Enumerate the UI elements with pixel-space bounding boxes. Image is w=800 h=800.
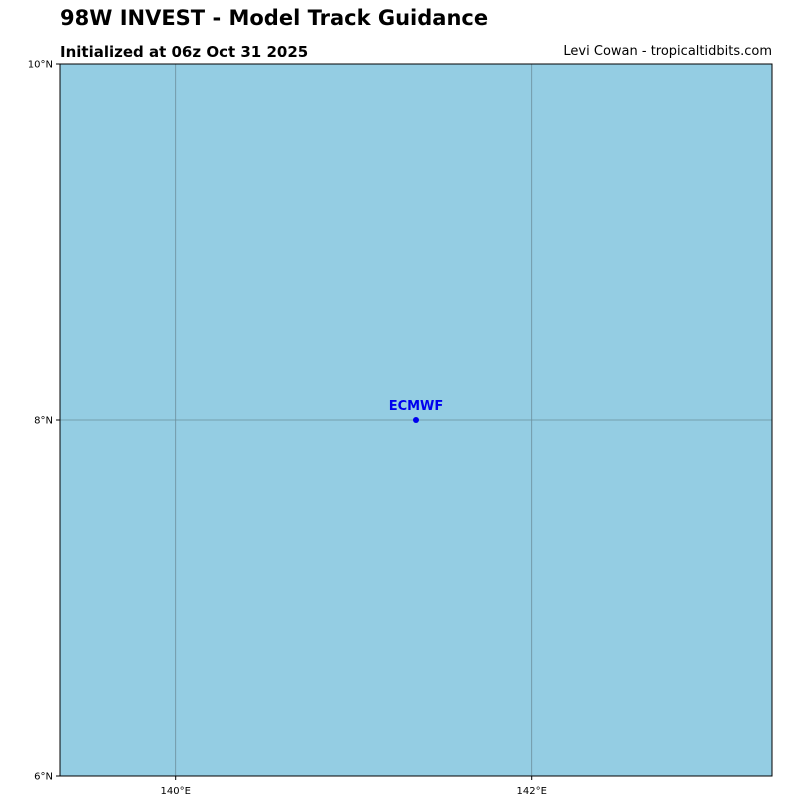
lat-tick-label: 8°N	[34, 416, 53, 427]
lat-tick-label: 6°N	[34, 772, 53, 783]
lon-tick-label: 142°E	[516, 786, 546, 797]
credit-text: Levi Cowan - tropicaltidbits.com	[563, 44, 772, 59]
track-point	[413, 417, 419, 423]
axis-ticks: 140°E 142°E 6°N 8°N 10°N	[28, 60, 547, 798]
lat-tick-label: 10°N	[28, 60, 53, 71]
map-title: 98W INVEST - Model Track Guidance	[60, 6, 489, 30]
map-subtitle: Initialized at 06z Oct 31 2025	[60, 43, 309, 61]
model-tracks: ECMWF	[389, 399, 444, 423]
track-model-label: ECMWF	[389, 399, 444, 414]
map-frame	[59, 63, 773, 777]
lon-tick-label: 140°E	[160, 786, 190, 797]
